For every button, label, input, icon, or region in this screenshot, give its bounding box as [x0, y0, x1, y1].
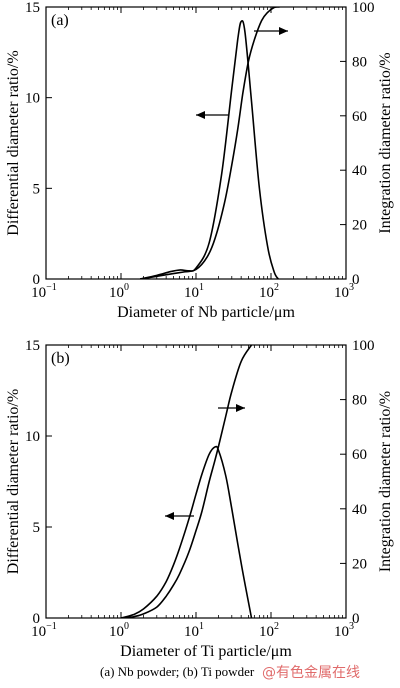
x-tick-base: 10: [334, 624, 349, 640]
plot-frame: [45, 344, 347, 619]
figure: 10−1 100 101 102 103051015020406080100Diamet…: [5, 0, 394, 660]
panel-b: 10−1 100 101 102 103051015020406080100Diamet…: [5, 338, 394, 660]
x-tick-exponent: 2: [274, 621, 279, 632]
y-right-tick-label: 40: [352, 502, 367, 518]
x-tick-base: 10: [184, 624, 199, 640]
x-tick-label: 100: [109, 621, 129, 640]
x-tick-exponent: 1: [199, 621, 204, 632]
x-tick-base: 10: [259, 624, 274, 640]
x-tick-base: 10: [109, 624, 124, 640]
y-left-tick-label: 5: [33, 520, 41, 536]
x-tick-label: 101: [184, 282, 204, 301]
x-tick-exponent: 3: [349, 282, 354, 293]
y-right-tick-label: 40: [352, 163, 367, 179]
differential-curve: [120, 445, 253, 618]
x-tick-label: 10−1: [31, 282, 57, 301]
x-tick-exponent: 3: [349, 621, 354, 632]
panel-a: 10−1 100 101 102 103051015020406080100Diamet…: [5, 0, 394, 321]
y-left-tick-label: 0: [33, 611, 41, 627]
x-tick-exponent: −1: [46, 621, 57, 632]
y-left-tick-label: 5: [33, 181, 41, 197]
y-left-tick-label: 10: [25, 91, 40, 107]
y-right-tick-label: 100: [352, 0, 375, 16]
x-tick-label: 101: [184, 621, 204, 640]
y-right-axis-label: Integration diameter ratio/%: [377, 52, 394, 233]
y-left-tick-label: 0: [33, 272, 41, 288]
x-tick-exponent: 2: [274, 282, 279, 293]
y-right-tick-label: 20: [352, 556, 367, 572]
y-left-tick-label: 15: [25, 338, 40, 354]
x-tick-exponent: 0: [124, 621, 129, 632]
y-right-tick-label: 60: [352, 109, 367, 125]
watermark: @有色金属在线: [262, 665, 360, 681]
panel-label: (b): [51, 350, 70, 367]
x-tick-label: 103: [334, 621, 354, 640]
x-tick-label: 102: [259, 621, 279, 640]
y-right-tick-label: 100: [352, 338, 375, 354]
integration-curve: [120, 345, 253, 618]
y-left-tick-label: 10: [25, 429, 40, 445]
y-right-tick-label: 80: [352, 393, 367, 409]
x-tick-exponent: −1: [46, 282, 57, 293]
x-tick-label: 103: [334, 282, 354, 301]
indicator-arrow-head: [236, 404, 245, 412]
x-tick-label: 100: [109, 282, 129, 301]
x-tick-base: 10: [31, 285, 46, 301]
indicator-arrow-head: [196, 111, 205, 119]
y-left-axis-label: Differential diameter ratio/%: [5, 50, 22, 235]
y-right-tick-label: 20: [352, 218, 367, 234]
differential-curve: [139, 20, 279, 279]
integration-curve: [139, 7, 280, 279]
x-tick-base: 10: [334, 285, 349, 301]
y-left-tick-label: 15: [25, 0, 40, 16]
y-right-tick-label: 0: [352, 611, 360, 627]
y-right-tick-label: 0: [352, 272, 360, 288]
y-right-tick-label: 80: [352, 54, 367, 70]
x-tick-base: 10: [31, 624, 46, 640]
x-tick-exponent: 1: [199, 282, 204, 293]
figure-caption: (a) Nb powder; (b) Ti powder: [100, 664, 255, 679]
x-tick-base: 10: [259, 285, 274, 301]
x-tick-label: 10−1: [31, 621, 57, 640]
x-axis-label: Diameter of Nb particle/μm: [117, 304, 295, 321]
x-tick-base: 10: [109, 285, 124, 301]
indicator-arrow-head: [165, 512, 174, 520]
x-tick-exponent: 0: [124, 282, 129, 293]
y-left-axis-label: Differential diameter ratio/%: [5, 389, 22, 574]
x-tick-label: 102: [259, 282, 279, 301]
y-right-tick-label: 60: [352, 447, 367, 463]
y-right-axis-label: Integration diameter ratio/%: [377, 391, 394, 572]
x-axis-label: Diameter of Ti particle/μm: [120, 643, 292, 660]
x-tick-base: 10: [184, 285, 199, 301]
indicator-arrow-head: [279, 27, 288, 35]
plot-frame: [45, 6, 347, 280]
panel-label: (a): [51, 12, 69, 29]
